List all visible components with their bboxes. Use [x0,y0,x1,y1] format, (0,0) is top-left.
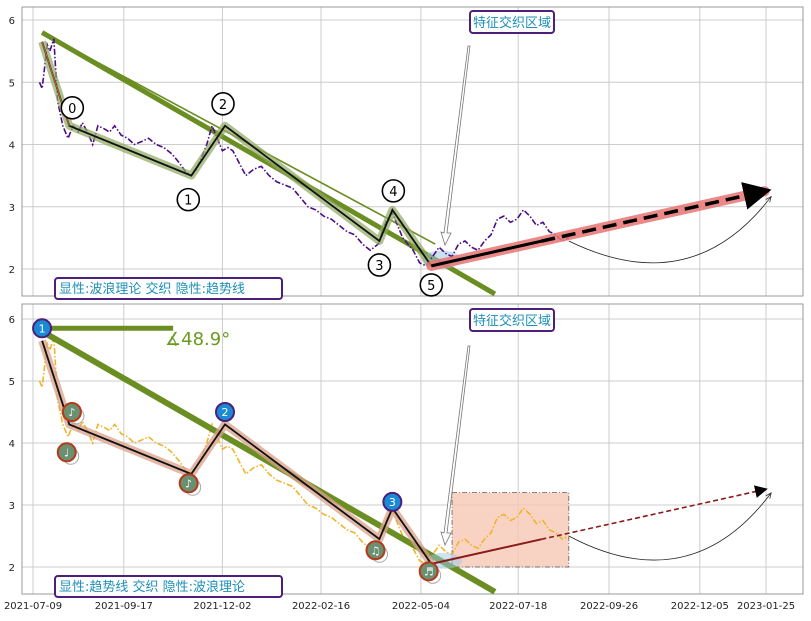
panel-frame [21,303,804,595]
note-marker-circle [365,540,386,561]
region-callout: 特征交织区域 [469,10,555,34]
note-marker: ♬ [418,561,442,584]
legend-box [54,277,283,300]
note-marker-glyph: ♪ [185,477,192,490]
wave-marker-text: 2 [222,406,229,419]
wave-label-5: 5 [419,273,444,297]
wave-label-1: 1 [176,187,201,212]
y-tick-label: 5 [9,377,15,388]
wave-label-text: 4 [389,185,397,200]
wave-glow [38,40,435,269]
note-marker-glyph: ♩ [64,446,69,459]
callout-text: 特征交织区域 [473,15,551,31]
y-tick-label: 4 [9,141,15,152]
x-tick-label: 2022-05-04 [392,601,450,612]
price-line [38,38,570,267]
wave-label-2: 2 [211,92,235,116]
wave-marker-3: 3 [382,491,403,512]
wave-label-text: 0 [68,102,76,117]
wave-marker-text: 1 [39,322,46,335]
x-tick-label: 2023-01-25 [737,601,795,612]
wave-marker-circle [32,318,53,339]
note-marker-circle [178,473,199,494]
forecast-curve-arrow [568,494,771,561]
x-tick-label: 2021-09-17 [95,601,153,612]
wave-label-circle [367,253,392,277]
wave-label-3: 3 [367,253,392,277]
forecast-curve-arrow [568,197,771,264]
callout-arrow [440,45,471,247]
callout-box [469,10,555,34]
x-axis: 2021-07-09 2021-09-17 2021-12-02 2022-02-16… [4,601,795,612]
note-marker: ♫ [365,540,388,563]
wave-label-circle [176,187,201,212]
forecast-dashed [541,485,768,541]
y-tick-label: 4 [9,439,15,450]
wave-marker-circle [382,491,403,512]
note-marker-glyph: ♬ [424,565,434,578]
legend-box [54,575,283,598]
note-marker-glyph: ♪ [68,406,75,419]
price-line [38,337,570,565]
note-marker: ♩ [56,442,80,465]
y-tick-label: 6 [9,315,15,326]
wave-label-circle [60,96,85,120]
note-marker-circle [418,561,439,582]
callout-box [469,308,555,332]
y-tick-label: 5 [9,78,15,89]
wave-label-text: 3 [375,259,383,274]
wave-label-circle [419,273,444,297]
x-tick-label: 2022-02-16 [292,601,350,612]
wave-marker-circle [215,402,236,422]
wave-label-circle [211,92,235,116]
wave-label-4: 4 [381,179,406,203]
wave-glow [38,339,435,567]
note-marker-circle [56,442,77,463]
wave-marker-2: 2 [215,402,236,422]
legend-text: 显性:波浪理论 交织 隐性:趋势线 [59,281,245,297]
wave-label-text: 1 [184,194,192,209]
y-tick-label: 3 [9,203,15,214]
x-tick-label: 2022-12-05 [671,601,729,612]
x-tick-label: 2021-12-02 [193,601,251,612]
y-tick-label: 3 [9,501,15,512]
panel-frame [21,6,804,297]
x-tick-label: 2022-09-26 [580,601,638,612]
forecast-solid [430,239,542,268]
forecast-dashed [540,182,772,243]
wave-marker-text: 3 [389,496,396,509]
note-marker-circle [61,402,82,422]
callout-arrow [440,345,471,547]
y-tick-label: 2 [9,563,15,574]
callout-text: 特征交织区域 [473,313,551,329]
wave-marker-1: 1 [32,318,53,339]
note-marker: ♪ [178,473,202,496]
wave-label-text: 5 [427,279,435,294]
note-marker-glyph: ♫ [371,544,381,557]
x-tick-label: 2022-07-18 [489,601,547,612]
region-callout: 特征交织区域 [469,308,555,332]
legend-text: 显性:趋势线 交织 隐性:波浪理论 [59,579,245,595]
angle-label: ∡48.9° [165,329,230,350]
note-marker: ♪ [61,402,85,425]
legend-label-box: 显性:波浪理论 交织 隐性:趋势线 [54,277,283,300]
y-tick-label: 6 [9,16,15,27]
y-tick-label: 2 [9,265,15,276]
wave-label-0: 0 [60,96,85,120]
x-tick-label: 2021-07-09 [4,601,62,612]
wave-label-circle [381,179,406,203]
legend-label-box: 显性:趋势线 交织 隐性:波浪理论 [54,575,283,598]
wave-label-text: 2 [219,98,227,113]
forecast-solid [431,538,542,565]
